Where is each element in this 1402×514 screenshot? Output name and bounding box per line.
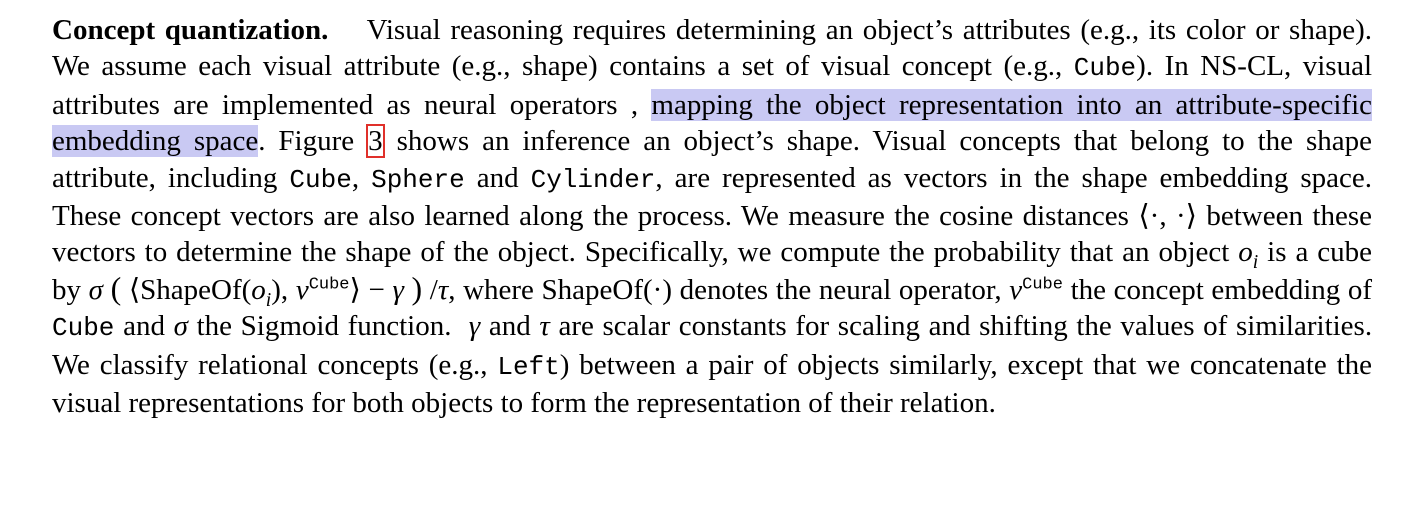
text-segment: and (488, 310, 531, 343)
text-segment: are scalar constants for scaling and shi… (52, 310, 1373, 381)
text-segment: is a cube by (52, 236, 1372, 306)
text-segment: ) between a pair of objects similarly, e… (52, 348, 1372, 420)
concept-quantization-paragraph: Concept quantization. Visual reasoning r… (52, 12, 1372, 421)
text-segment: and (476, 161, 519, 194)
code-cube: Cube (52, 313, 115, 344)
code-cube: Cube (1073, 53, 1137, 84)
text-segment: , where ShapeOf(·) denotes the neural op… (448, 273, 1002, 306)
code-left: Left (497, 351, 560, 382)
sigma-symbol: σ (173, 310, 188, 343)
paper-page: Concept quantization. Visual reasoning r… (52, 12, 1372, 421)
text-segment: between these vectors to determine the s… (52, 200, 1372, 269)
text-segment: the Sigmoid function. (196, 310, 452, 343)
paragraph-heading: Concept quantization. (52, 14, 329, 46)
object-variable: oi (1238, 236, 1259, 274)
figure-reference-link[interactable]: 3 (366, 124, 385, 159)
text-segment: ). In NS-CL, visual attributes are imple… (52, 50, 1373, 121)
gamma-symbol: γ (468, 310, 481, 343)
text-segment: the concept embedding of (1070, 273, 1373, 306)
text-segment: shows an inference an object’s shape. Vi… (52, 125, 1373, 194)
text-segment: , (351, 161, 360, 194)
tau-symbol: τ (539, 310, 550, 343)
text-segment: Visual reasoning requires determining an… (52, 14, 1372, 83)
concept-vector-symbol: vCube (1009, 273, 1063, 306)
text-segment: . Figure (258, 125, 355, 158)
text-segment: , are represented as vectors in the shap… (52, 161, 1373, 233)
code-cylinder: Cylinder (530, 164, 656, 195)
probability-formula: σ ( ⟨ShapeOf(oi), vCube⟩ − γ ) /τ (88, 270, 449, 311)
cosine-distance-symbol: ⟨·, ·⟩ (1138, 200, 1197, 233)
code-cube: Cube (289, 164, 352, 195)
code-sphere: Sphere (371, 164, 465, 195)
text-segment: and (123, 310, 165, 343)
